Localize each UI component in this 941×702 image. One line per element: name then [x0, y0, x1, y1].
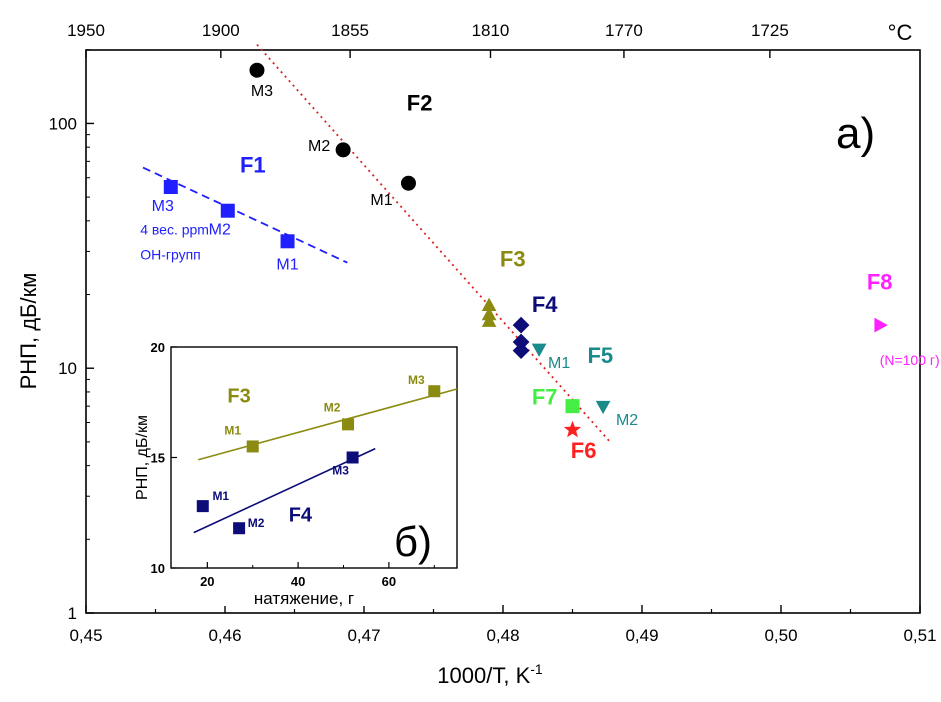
point-f1-3: [280, 234, 295, 249]
inset-fit-f4: [193, 447, 376, 534]
top-tick-label: 1770: [605, 21, 643, 40]
main-fit-lines: [142, 43, 611, 443]
F2-fit: [256, 43, 611, 443]
point-label-f1-m1: M1: [276, 256, 298, 273]
point-label-f5-m1: M1: [548, 355, 570, 372]
inset-fit-f3: [198, 388, 458, 461]
inset-series-label-f3: F3: [227, 385, 250, 407]
series-label-f6: F6: [571, 438, 597, 463]
top-tick-label: 1725: [751, 21, 789, 40]
inset-point-f3-1: [246, 440, 259, 453]
inset-y-tick-label: 15: [151, 451, 165, 466]
point-f4-2: [512, 333, 530, 351]
point-f1-2: [220, 203, 235, 218]
top-tick-label: 1855: [331, 21, 369, 40]
point-label-f2-m1: M1: [370, 192, 392, 209]
inset-point-f4-1: [196, 500, 209, 513]
top-axis-unit: °C: [888, 20, 913, 45]
main-axes: 0,45 0,46 0,47 0,48 0,49 0,50 0,51 1 10 100 1950 19…: [49, 21, 937, 645]
series-label-f3: F3: [500, 247, 526, 272]
y-tick-label: 100: [49, 114, 77, 133]
x-tick-label: 0,50: [764, 626, 797, 645]
inset-x-tick-label: 60: [382, 574, 396, 589]
x-axis-title: 1000/T, K-1: [437, 661, 543, 688]
inset-point-f3-3: [428, 385, 441, 398]
series-label-f2: F2: [407, 90, 433, 115]
point-f1-1: [163, 179, 178, 194]
inset-background: [127, 337, 465, 606]
inset-panel-label: б): [394, 518, 432, 565]
F1-fit: [142, 166, 348, 264]
point-label-f1-m2: M2: [209, 222, 231, 239]
x-tick-label: 0,51: [903, 626, 936, 645]
point-label-f2-m3: M3: [251, 83, 273, 100]
x-tick-label: 0,47: [347, 626, 380, 645]
x-tick-label: 0,49: [625, 626, 658, 645]
point-label-f1-m3: M3: [152, 198, 174, 215]
point-f2-3: [400, 175, 416, 191]
inset-point-f3-2: [342, 418, 355, 431]
main-data-marks: M3 M2 M1 M3 M2 M1 M1 M2: [152, 62, 888, 438]
y-tick-label: 1: [68, 604, 77, 623]
inset-y-tick-label: 20: [151, 340, 165, 355]
point-f6-1: [563, 420, 582, 438]
inset-chart: 20 40 60 10 15 20 M1 M2 M3 M1 M2 M3 F3 F4 б) натяжение,…: [127, 337, 465, 608]
annotation-3: (N=100 г): [880, 352, 940, 368]
inset-point-label-f3-m1: M1: [224, 423, 241, 437]
series-label-f8: F8: [867, 269, 893, 294]
inset-x-tick-label: 20: [200, 574, 214, 589]
series-label-f5: F5: [587, 343, 613, 368]
point-f4-1: [512, 316, 530, 334]
series-label-f1: F1: [240, 153, 266, 178]
point-f2-1: [249, 62, 265, 78]
inset-x-tick-label: 40: [291, 574, 305, 589]
point-f8-1: [874, 317, 888, 333]
inset-y-tick-label: 10: [151, 561, 165, 576]
inset-y-axis-title: РНП, дБ/км: [134, 415, 151, 500]
x-tick-label: 0,45: [69, 626, 102, 645]
inset-point-f4-2: [233, 522, 246, 535]
point-label-f2-m2: M2: [308, 138, 330, 155]
inset-point-label-f4-m1: M1: [212, 489, 229, 503]
inset-series-label-f4: F4: [289, 505, 313, 527]
point-f2-2: [335, 142, 351, 158]
inset-point-f4-3: [346, 451, 359, 464]
inset-x-axis-title: натяжение, г: [254, 589, 354, 608]
annotation-1: 4 вес. ppm: [140, 221, 209, 237]
point-label-f5-m2: M2: [616, 412, 638, 429]
top-tick-label: 1950: [67, 21, 105, 40]
y-axis-title: РНП, дБ/км: [16, 273, 41, 390]
point-f5-2: [595, 400, 611, 415]
point-f4-3: [512, 342, 530, 360]
inset-point-label-f4-m3: M3: [332, 464, 349, 478]
top-tick-label: 1900: [202, 21, 240, 40]
x-tick-label: 0,48: [486, 626, 519, 645]
annotation-2: ОН-групп: [140, 247, 201, 263]
series-label-f7: F7: [532, 385, 558, 410]
inset-point-label-f3-m2: M2: [324, 400, 341, 414]
series-label-f4: F4: [532, 292, 558, 317]
top-tick-label: 1810: [472, 21, 510, 40]
panel-label-a: а): [836, 109, 875, 158]
point-f7-1: [565, 399, 580, 414]
point-f3-3: [481, 313, 497, 327]
y-tick-label: 10: [58, 359, 77, 378]
x-tick-label: 0,46: [208, 626, 241, 645]
point-f3-1: [481, 297, 497, 311]
inset-point-label-f3-m3: M3: [408, 373, 425, 387]
inset-point-label-f4-m2: M2: [248, 516, 265, 530]
point-f5-1: [531, 343, 547, 357]
